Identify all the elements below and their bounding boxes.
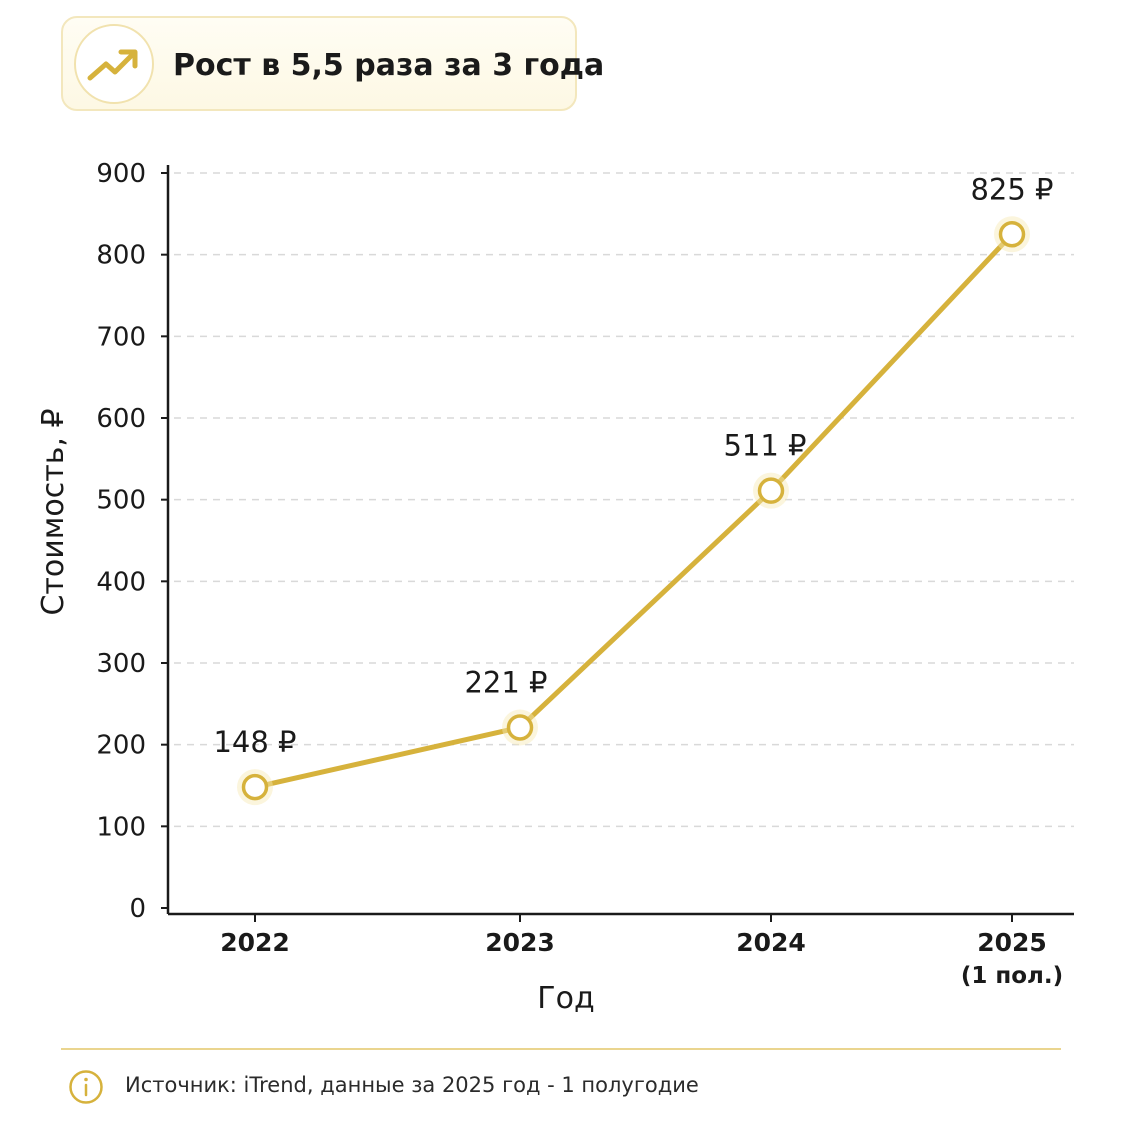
data-label: 825 ₽	[970, 172, 1053, 206]
y-axis-title: Стоимость, ₽	[36, 408, 71, 615]
data-label: 148 ₽	[213, 725, 296, 759]
headline-badge: Рост в 5,5 раза за 3 года	[61, 16, 604, 111]
y-tick-label: 0	[129, 894, 146, 924]
x-tick-label: 2023	[485, 928, 555, 957]
x-tick-label: 2022	[220, 928, 290, 957]
x-tick-label: 2024	[736, 928, 806, 957]
y-tick-label: 200	[96, 731, 146, 761]
x-tick-label: 2025	[977, 928, 1047, 957]
footer-divider	[61, 1048, 1061, 1050]
headline-text: Рост в 5,5 раза за 3 года	[173, 48, 605, 83]
data-label: 221 ₽	[464, 666, 547, 700]
data-point	[998, 221, 1026, 248]
y-tick-label: 900	[96, 159, 146, 189]
data-point	[757, 477, 785, 504]
info-icon	[69, 1070, 103, 1104]
y-tick-label: 800	[96, 241, 146, 271]
x-tick-sublabel: (1 пол.)	[961, 963, 1063, 989]
y-tick-label: 700	[96, 322, 146, 352]
y-tick-label: 500	[96, 486, 146, 516]
y-tick-label: 600	[96, 404, 146, 434]
data-label: 511 ₽	[723, 429, 806, 463]
y-tick-label: 100	[96, 812, 146, 842]
y-tick-label: 400	[96, 567, 146, 597]
x-axis-title: Год	[537, 981, 594, 1016]
y-tick-label: 300	[96, 649, 146, 679]
source-note: Источник: iTrend, данные за 2025 год - 1…	[125, 1073, 699, 1097]
data-point	[506, 714, 534, 741]
series-line	[252, 231, 1015, 790]
trend-up-icon	[74, 24, 154, 104]
line-chart: 0 100 200 300 400 500 600 700 800 900 2022 2023 2024…	[36, 159, 1074, 1016]
data-point	[241, 773, 269, 801]
